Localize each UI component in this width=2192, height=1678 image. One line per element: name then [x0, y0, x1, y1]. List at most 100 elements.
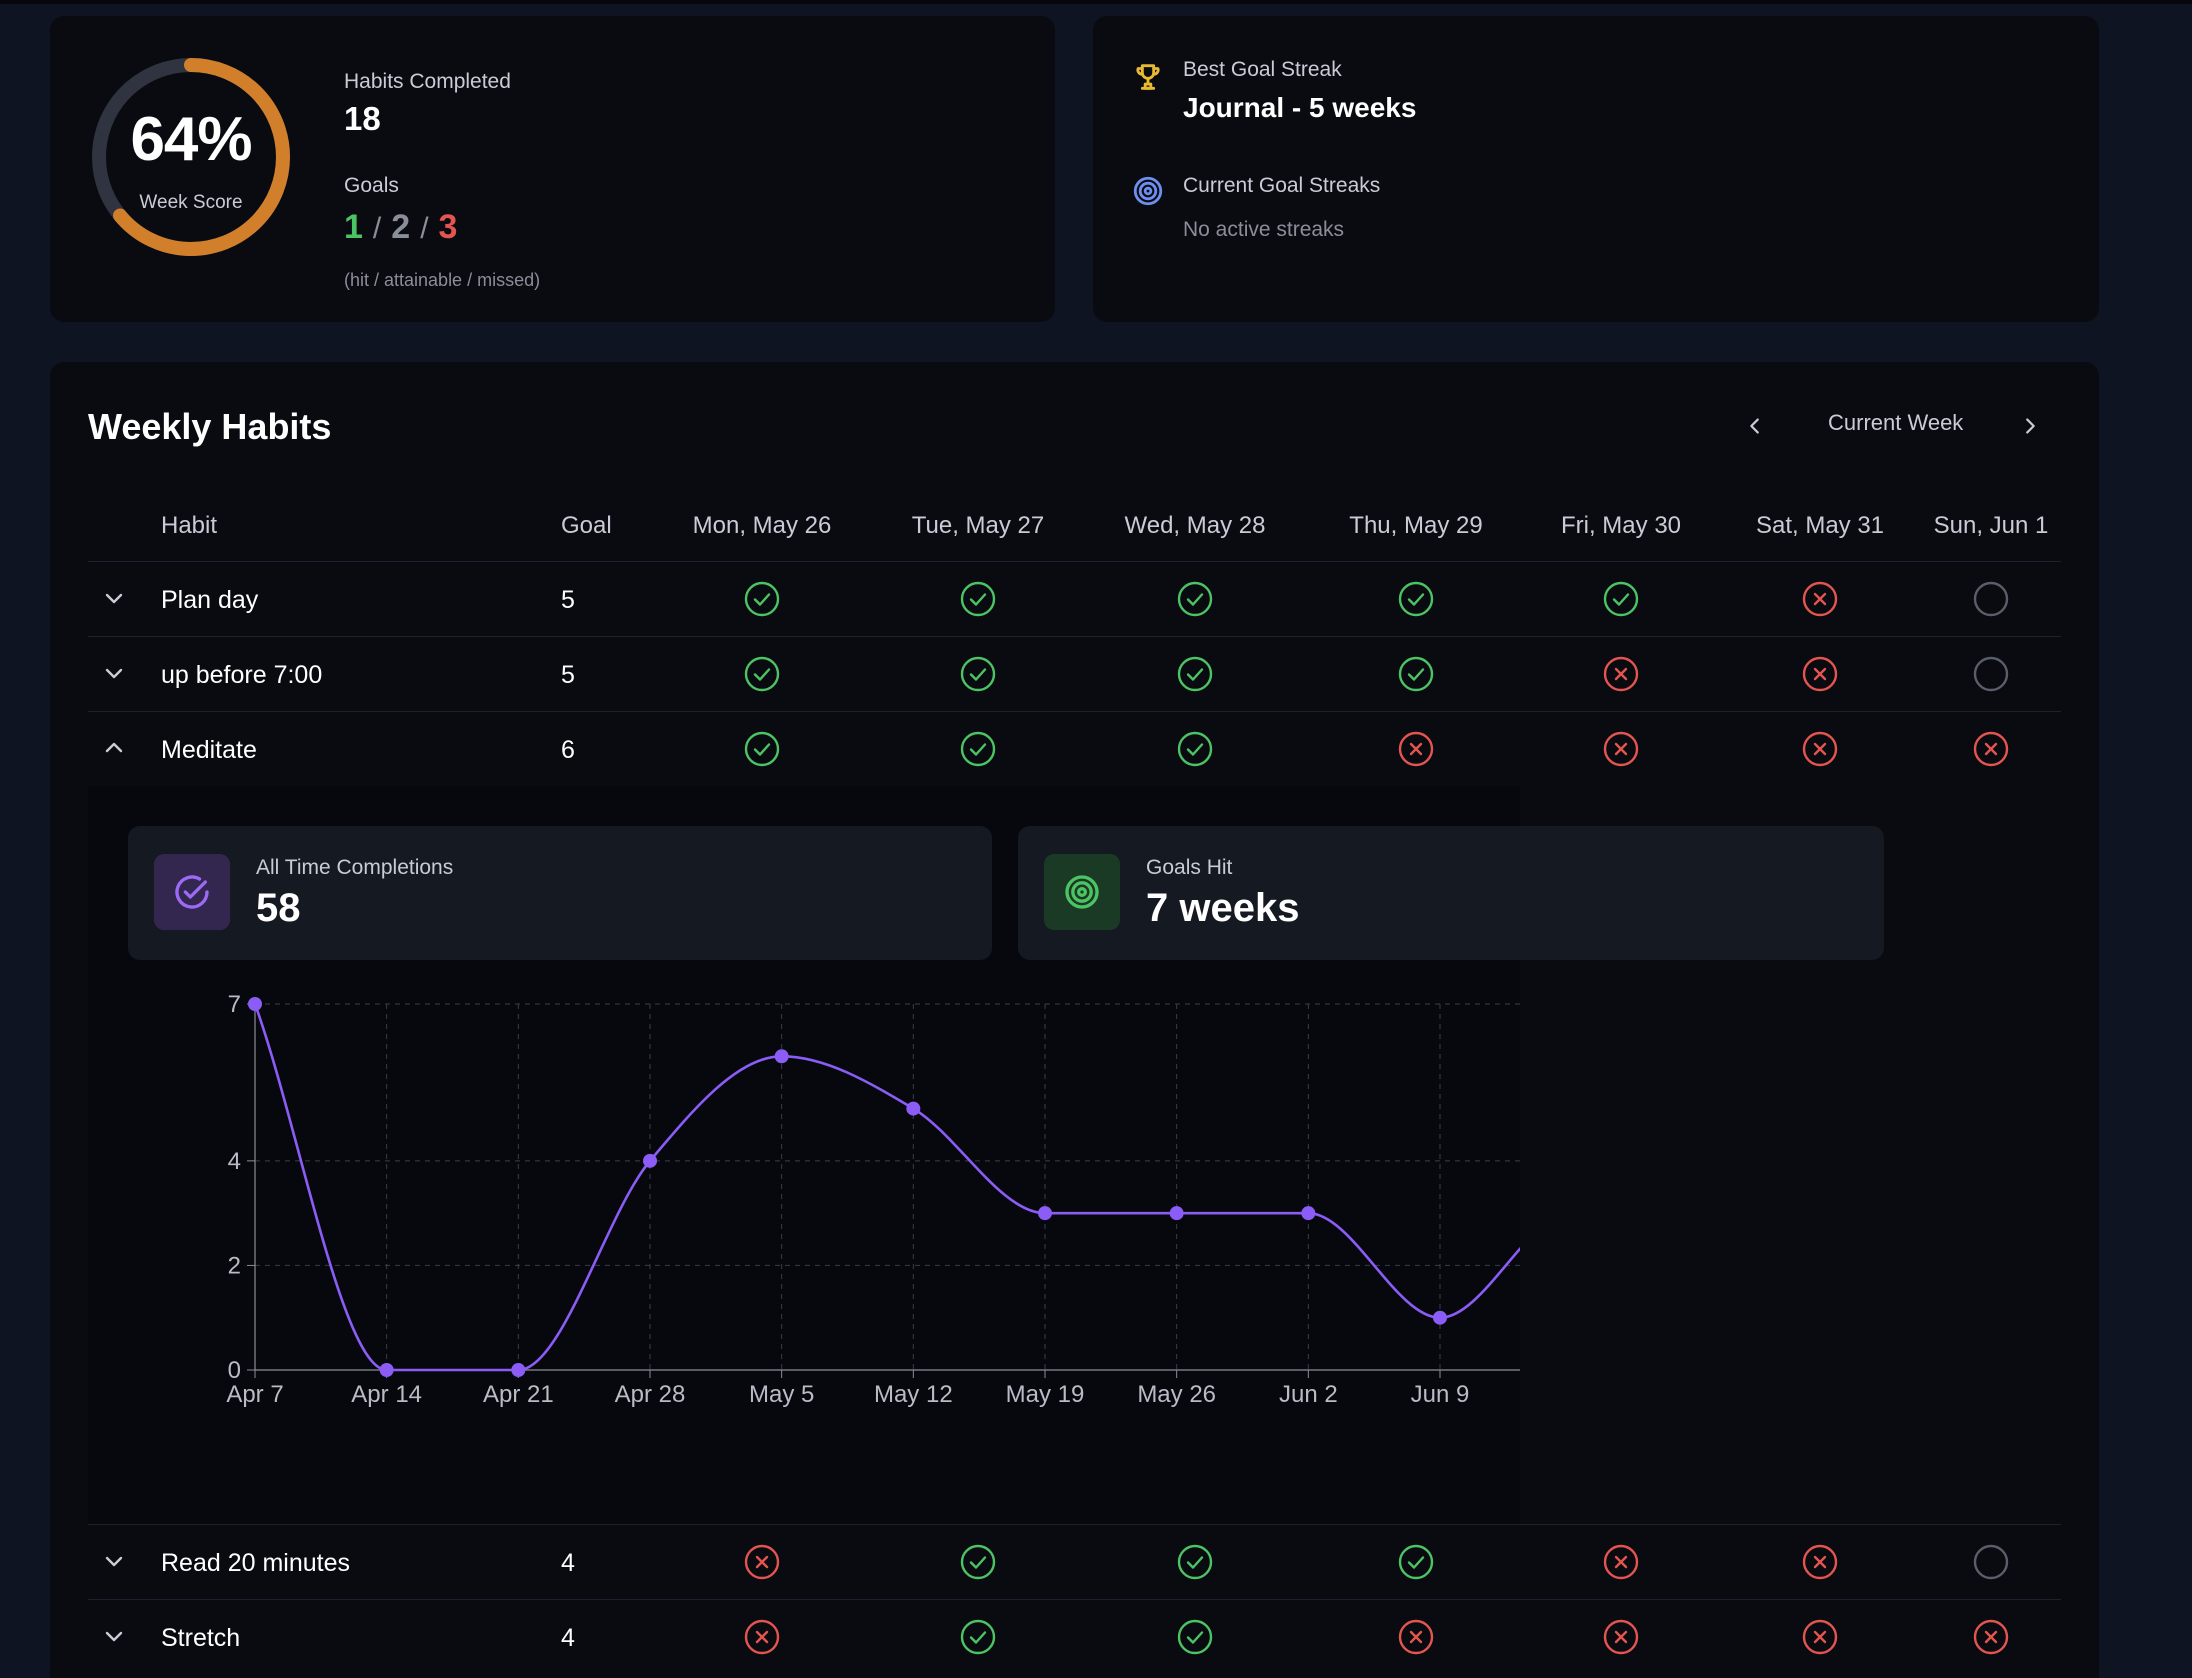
- x-circle-icon[interactable]: [1603, 656, 1639, 692]
- check-circle-icon[interactable]: [960, 731, 996, 767]
- col-header-mon: Mon, May 26: [692, 512, 832, 539]
- x-tick-label: Jun 9: [1411, 1381, 1470, 1408]
- chevron-down-icon: [105, 593, 123, 604]
- all-time-completions-card: All Time Completions 58: [128, 826, 992, 960]
- expand-toggle-button[interactable]: [96, 1543, 132, 1579]
- week-score-percent: 64%: [130, 105, 252, 174]
- check-circle-icon[interactable]: [1398, 581, 1434, 617]
- x-circle-icon[interactable]: [1802, 1544, 1838, 1580]
- x-circle-icon[interactable]: [1603, 1544, 1639, 1580]
- empty-circle-icon[interactable]: [1973, 581, 2009, 617]
- data-point: [379, 1363, 394, 1377]
- x-circle-icon[interactable]: [1973, 1619, 2009, 1655]
- habit-name: Plan day: [161, 586, 259, 614]
- check-circle-icon[interactable]: [1398, 1544, 1434, 1580]
- data-point: [1169, 1206, 1184, 1221]
- x-tick-label: May 5: [749, 1381, 814, 1408]
- col-header-goal: Goal: [561, 512, 612, 539]
- data-point: [248, 997, 262, 1011]
- streaks-card: Best Goal Streak Journal - 5 weeks Curre…: [1093, 16, 2099, 322]
- x-tick-label: Apr 28: [615, 1381, 686, 1408]
- habit-details-panel: All Time Completions 58 Goals Hit 7 week…: [88, 786, 1884, 1524]
- x-tick-label: Apr 7: [226, 1381, 283, 1408]
- x-tick-label: Jun 2: [1279, 1381, 1338, 1408]
- current-week-label[interactable]: Current Week: [1828, 410, 1964, 435]
- x-circle-icon[interactable]: [1398, 1619, 1434, 1655]
- x-circle-icon[interactable]: [1802, 731, 1838, 767]
- x-circle-icon[interactable]: [1802, 656, 1838, 692]
- habits-completed-label: Habits Completed: [344, 70, 511, 93]
- habit-name: Meditate: [161, 736, 257, 764]
- expand-toggle-button[interactable]: [96, 580, 132, 616]
- x-circle-icon[interactable]: [1802, 581, 1838, 617]
- best-streak-value: Journal - 5 weeks: [1183, 92, 1417, 123]
- ring-progress: [92, 58, 290, 256]
- check-circle-icon: [154, 854, 230, 930]
- check-circle-icon[interactable]: [1177, 581, 1213, 617]
- expand-toggle-button[interactable]: [96, 1618, 132, 1654]
- habit-name: Read 20 minutes: [161, 1549, 351, 1577]
- prev-week-button[interactable]: [1737, 408, 1773, 444]
- check-circle-icon[interactable]: [744, 581, 780, 617]
- week-score-label: Week Score: [139, 192, 243, 213]
- habit-row-plan-day: Plan day 5: [88, 561, 2061, 636]
- chevron-down-icon: [105, 1556, 123, 1567]
- goals-label: Goals: [344, 174, 399, 197]
- empty-circle-icon[interactable]: [1973, 656, 2009, 692]
- col-header-thu: Thu, May 29: [1349, 512, 1483, 539]
- empty-circle-icon[interactable]: [1973, 1544, 2009, 1580]
- check-circle-icon[interactable]: [960, 1544, 996, 1580]
- trophy-icon: [1131, 60, 1165, 94]
- data-point: [774, 1049, 789, 1064]
- y-tick-label: 7: [228, 991, 241, 1018]
- col-header-habit: Habit: [161, 512, 218, 539]
- x-tick-label: May 12: [874, 1381, 953, 1408]
- check-circle-icon[interactable]: [1177, 1544, 1213, 1580]
- goals-hit-count: 1: [344, 208, 363, 246]
- habit-row-read-20-minutes: Read 20 minutes 4: [88, 1524, 2061, 1599]
- x-circle-icon[interactable]: [1398, 731, 1434, 767]
- x-circle-icon[interactable]: [1603, 731, 1639, 767]
- next-week-button[interactable]: [2012, 408, 2048, 444]
- expand-toggle-button[interactable]: [96, 655, 132, 691]
- check-circle-icon[interactable]: [960, 656, 996, 692]
- x-tick-label: May 26: [1137, 1381, 1216, 1408]
- week-score-ring: 64% Week Score: [86, 52, 296, 262]
- habit-name: up before 7:00: [161, 661, 323, 689]
- data-point: [643, 1153, 657, 1168]
- data-point: [511, 1363, 526, 1377]
- habit-row-stretch: Stretch 4: [88, 1599, 2061, 1674]
- weekly-habits-card: Weekly Habits Current Week Habit Goal Mo…: [50, 362, 2099, 1678]
- x-circle-icon[interactable]: [744, 1544, 780, 1580]
- x-circle-icon[interactable]: [1973, 731, 2009, 767]
- target-icon: [1131, 174, 1165, 208]
- current-streaks-label: Current Goal Streaks: [1183, 174, 1381, 197]
- check-circle-icon[interactable]: [1603, 581, 1639, 617]
- chevron-down-icon: [105, 1631, 123, 1642]
- check-circle-icon[interactable]: [744, 731, 780, 767]
- expand-toggle-button[interactable]: [96, 730, 132, 766]
- y-tick-label: 0: [228, 1357, 241, 1384]
- check-circle-icon[interactable]: [960, 581, 996, 617]
- check-circle-icon[interactable]: [1177, 656, 1213, 692]
- window-top-edge: [0, 0, 2192, 4]
- goals-hit-value: 7 weeks: [1146, 886, 1300, 930]
- chevron-up-icon: [105, 742, 123, 753]
- check-circle-icon[interactable]: [744, 656, 780, 692]
- goals-hit-label: Goals Hit: [1146, 856, 1233, 879]
- check-circle-icon[interactable]: [1177, 731, 1213, 767]
- x-circle-icon[interactable]: [1802, 1619, 1838, 1655]
- current-streaks-value: No active streaks: [1183, 218, 1345, 241]
- completions-line-chart: 0 2 4 7 Apr 7 Apr 14 Apr 21 Apr 28 May 5 May 12 Ma…: [226, 991, 1520, 1408]
- data-point: [1433, 1310, 1447, 1325]
- chevron-left-icon: [1750, 418, 1759, 434]
- habit-goal: 4: [561, 1549, 575, 1577]
- all-time-completions-value: 58: [256, 886, 301, 930]
- check-circle-icon[interactable]: [1398, 656, 1434, 692]
- col-header-wed: Wed, May 28: [1124, 512, 1266, 539]
- check-circle-icon[interactable]: [960, 1619, 996, 1655]
- x-tick-label: Apr 21: [483, 1381, 554, 1408]
- check-circle-icon[interactable]: [1177, 1619, 1213, 1655]
- x-circle-icon[interactable]: [1603, 1619, 1639, 1655]
- x-circle-icon[interactable]: [744, 1619, 780, 1655]
